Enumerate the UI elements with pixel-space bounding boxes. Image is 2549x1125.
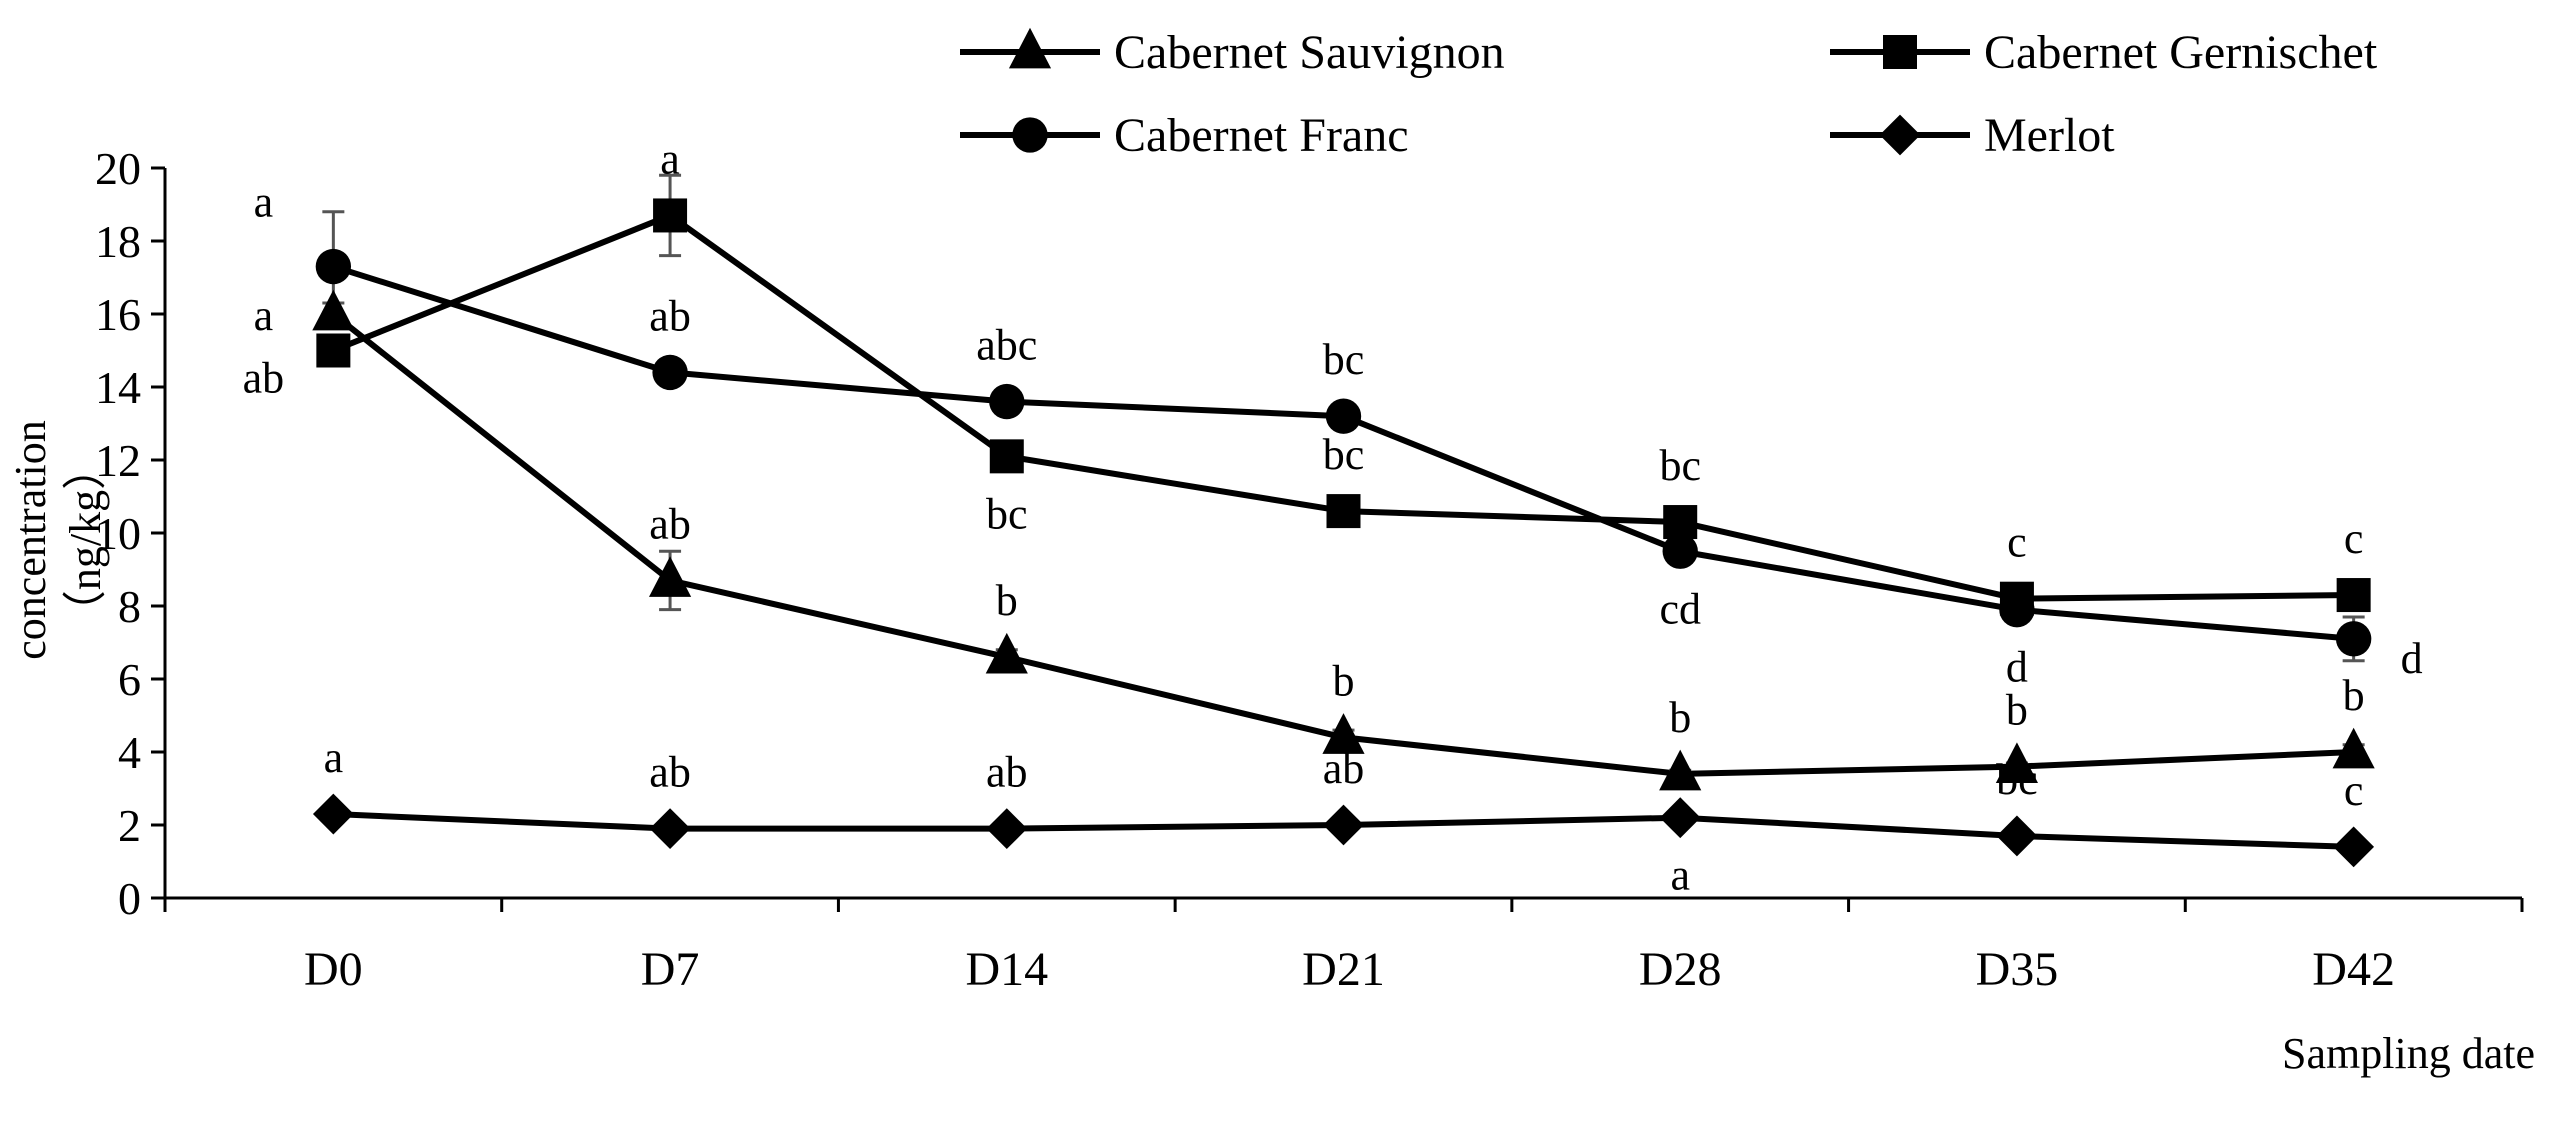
significance-letter-cabernet-franc: d bbox=[2401, 634, 2423, 683]
significance-letter-merlot: a bbox=[324, 733, 344, 782]
significance-letter-merlot: ab bbox=[1323, 744, 1365, 793]
significance-letter-cabernet-gernischet: c bbox=[2007, 518, 2027, 567]
significance-letter-merlot: c bbox=[2344, 766, 2364, 815]
legend-label-cabernet-gernischet: Cabernet Gernischet bbox=[1984, 26, 2378, 79]
data-point-cabernet-sauvignon bbox=[1995, 742, 2039, 784]
y-tick-label: 12 bbox=[95, 435, 141, 486]
data-point-merlot bbox=[2333, 826, 2375, 868]
y-tick-label: 18 bbox=[95, 216, 141, 267]
data-point-cabernet-gernischet bbox=[2336, 578, 2371, 613]
significance-letter-cabernet-franc: cd bbox=[1659, 584, 1701, 633]
significance-letter-cabernet-gernischet: bc bbox=[986, 489, 1028, 538]
legend: Cabernet Sauvignon Cabernet Gernischet Cab… bbox=[960, 26, 2378, 162]
data-point-cabernet-gernischet bbox=[653, 198, 688, 233]
axes: 0 2 4 6 8 10 12 14 16 18 20 D0 D7 D14 D21 D28 D35 D42 bbox=[95, 143, 2524, 996]
significance-letter-cabernet-sauvignon: ab bbox=[649, 499, 691, 548]
x-tick-label: D21 bbox=[1302, 943, 1385, 996]
significance-letter-cabernet-franc: bc bbox=[1323, 335, 1365, 384]
significance-letter-cabernet-sauvignon: b bbox=[2006, 686, 2028, 735]
x-tick-label: D28 bbox=[1639, 943, 1722, 996]
significance-letter-cabernet-sauvignon: b bbox=[1333, 656, 1355, 705]
y-axis-title: concentration bbox=[6, 420, 55, 659]
y-tick-label: 2 bbox=[118, 800, 141, 851]
legend-marker-cabernet-franc bbox=[1012, 117, 1048, 153]
data-point-cabernet-franc bbox=[1325, 398, 1362, 434]
y-tick-label: 8 bbox=[118, 581, 141, 632]
data-point-cabernet-gernischet bbox=[1326, 494, 1361, 529]
legend-marker-cabernet-sauvignon bbox=[1008, 27, 1052, 69]
x-tick-label: D7 bbox=[641, 943, 700, 996]
data-point-cabernet-sauvignon bbox=[1322, 713, 1365, 754]
significance-letter-cabernet-franc: d bbox=[2006, 643, 2028, 692]
x-tick-label: D35 bbox=[1976, 943, 2059, 996]
data-point-cabernet-sauvignon bbox=[1659, 749, 1702, 791]
data-point-cabernet-franc bbox=[652, 354, 688, 391]
legend-marker-merlot bbox=[1879, 114, 1921, 156]
significance-letter-cabernet-sauvignon: b bbox=[996, 576, 1018, 625]
data-point-cabernet-sauvignon bbox=[2332, 727, 2375, 769]
x-axis-title: Sampling date bbox=[2282, 1029, 2535, 1078]
significance-letter-cabernet-sauvignon: b bbox=[2343, 671, 2365, 720]
significance-letter-cabernet-gernischet: c bbox=[2344, 514, 2364, 563]
data-point-cabernet-sauvignon bbox=[985, 632, 1028, 674]
data-point-cabernet-sauvignon bbox=[648, 556, 692, 597]
data-point-merlot bbox=[986, 808, 1028, 850]
y-tick-label: 14 bbox=[95, 362, 141, 413]
data-point-cabernet-sauvignon bbox=[312, 289, 355, 331]
significance-letter-merlot: a bbox=[1670, 851, 1690, 900]
data-point-merlot bbox=[1323, 804, 1364, 846]
y-tick-label: 20 bbox=[95, 143, 141, 194]
y-tick-label: 0 bbox=[118, 873, 141, 924]
data-point-cabernet-gernischet bbox=[989, 439, 1024, 474]
legend-label-cabernet-sauvignon: Cabernet Sauvignon bbox=[1114, 26, 1505, 79]
data-point-cabernet-gernischet bbox=[316, 333, 351, 368]
significance-letter-cabernet-gernischet: bc bbox=[1659, 441, 1701, 490]
data-point-cabernet-franc bbox=[315, 248, 352, 285]
y-axis-unit: （ng/kg） bbox=[61, 446, 110, 634]
data-point-merlot bbox=[312, 793, 354, 835]
data-point-cabernet-franc bbox=[989, 383, 1025, 420]
y-tick-label: 10 bbox=[95, 508, 141, 559]
y-tick-label: 6 bbox=[118, 654, 141, 705]
significance-letter-cabernet-franc: a bbox=[254, 178, 274, 227]
significance-letter-cabernet-gernischet: bc bbox=[1323, 430, 1365, 479]
significance-letter-cabernet-gernischet: ab bbox=[243, 354, 285, 403]
y-tick-label: 16 bbox=[95, 289, 141, 340]
data-point-cabernet-franc bbox=[1999, 591, 2035, 628]
legend-label-cabernet-franc: Cabernet Franc bbox=[1114, 109, 1409, 162]
data-point-cabernet-franc bbox=[2335, 621, 2372, 657]
legend-label-merlot: Merlot bbox=[1984, 109, 2115, 162]
y-tick-label: 4 bbox=[118, 727, 141, 778]
significance-letter-merlot: ab bbox=[986, 748, 1028, 797]
data-point-cabernet-gernischet bbox=[1663, 505, 1698, 540]
significance-letter-cabernet-franc: ab bbox=[649, 291, 691, 340]
series-markers bbox=[312, 198, 2375, 868]
x-tick-label: D14 bbox=[965, 943, 1048, 996]
significance-letter-cabernet-gernischet: a bbox=[660, 134, 680, 183]
x-tick-label: D42 bbox=[2312, 943, 2395, 996]
data-point-merlot bbox=[649, 808, 691, 850]
significance-letter-cabernet-sauvignon: a bbox=[254, 291, 274, 340]
significance-letter-merlot: ab bbox=[649, 748, 691, 797]
significance-letter-merlot: bc bbox=[1996, 755, 2038, 804]
legend-marker-cabernet-gernischet bbox=[1883, 35, 1917, 69]
data-point-merlot bbox=[1659, 797, 1701, 839]
data-point-merlot bbox=[1996, 815, 2038, 857]
significance-letters: aabaaabaababbbcabcabbbcbcabbbccdabcdbcbc… bbox=[243, 134, 2423, 899]
x-tick-label: D0 bbox=[304, 943, 363, 996]
significance-letter-cabernet-franc: abc bbox=[976, 321, 1037, 370]
data-point-cabernet-franc bbox=[1662, 533, 1698, 569]
significance-letter-cabernet-sauvignon: b bbox=[1669, 693, 1691, 742]
